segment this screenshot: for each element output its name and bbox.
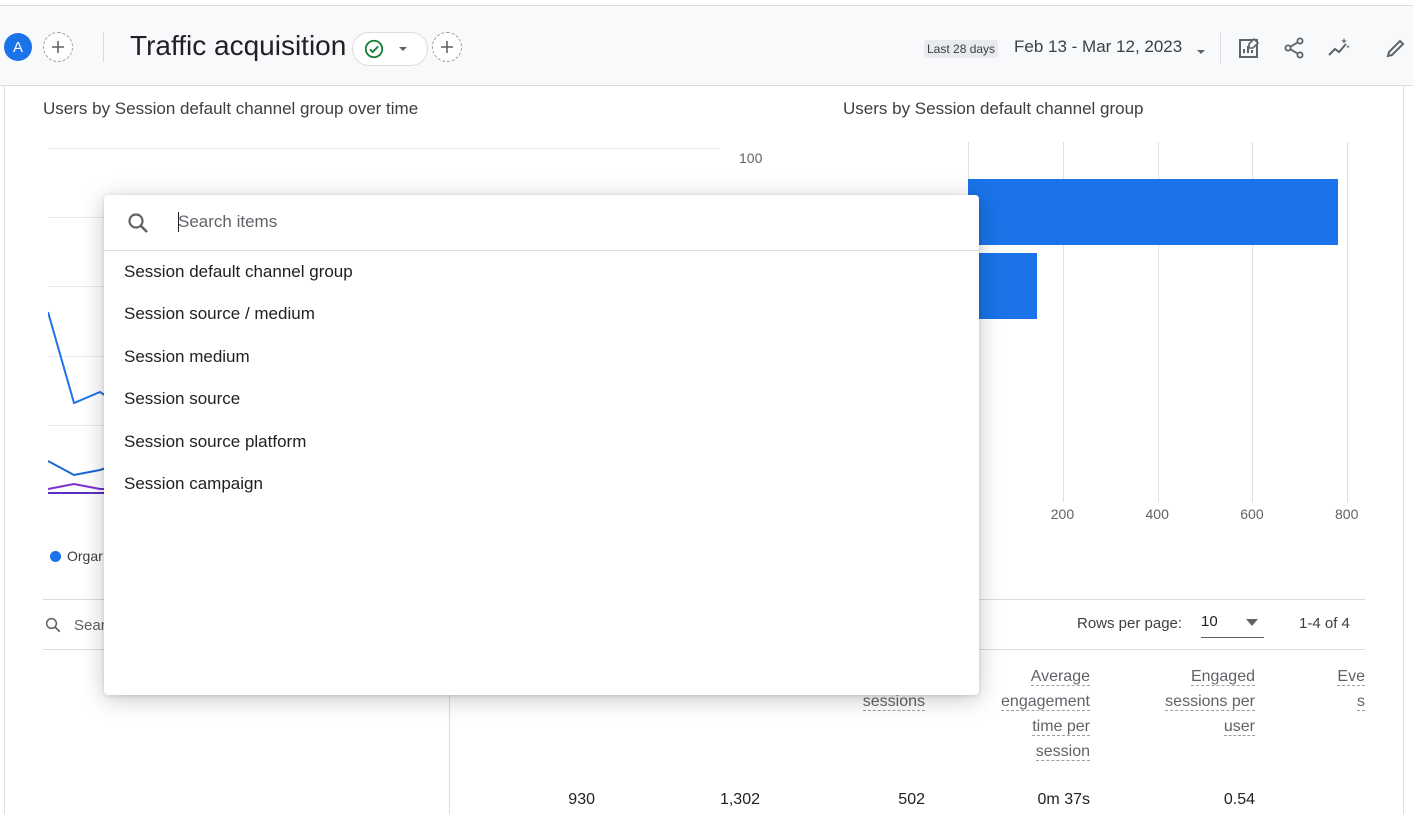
legend-label: Orgar: [67, 548, 103, 564]
add-comparison-button[interactable]: [43, 32, 73, 62]
header-divider: [103, 32, 104, 62]
dimension-picker-menu: Session default channel group Session so…: [104, 195, 979, 695]
total-users: 930: [568, 791, 595, 808]
total-avg-engagement-time: 0m 37s: [1037, 791, 1090, 808]
line-chart-title: Users by Session default channel group o…: [43, 99, 419, 118]
menu-item-session-source[interactable]: Session source: [124, 389, 241, 408]
menu-item-session-medium[interactable]: Session medium: [124, 347, 250, 366]
pencil-icon: [1386, 39, 1405, 58]
text-cursor: [178, 212, 179, 232]
toolbar-divider: [1220, 32, 1221, 64]
check-circle-icon: [364, 39, 384, 59]
plus-icon: [52, 41, 64, 53]
menu-item-session-source-platform[interactable]: Session source platform: [124, 432, 307, 451]
plus-icon: [441, 41, 453, 53]
bar-chart-gridline: [1062, 142, 1064, 502]
menu-item-session-source-medium[interactable]: Session source / medium: [124, 304, 315, 323]
table-column-divider: [449, 650, 450, 814]
search-icon: [45, 617, 61, 633]
table-search[interactable]: Sear: [44, 616, 106, 634]
rows-per-page-value: 10: [1201, 613, 1218, 630]
comparison-avatar[interactable]: A: [4, 33, 32, 61]
rows-per-page-label: Rows per page:: [1077, 615, 1183, 632]
dimension-search-input[interactable]: [178, 207, 938, 237]
bar-chart-x-tick: 200: [1050, 506, 1075, 522]
referral-series-line: [48, 482, 106, 490]
caret-down-icon[interactable]: [1195, 46, 1207, 58]
report-status-dropdown[interactable]: [352, 32, 428, 66]
share-button[interactable]: [1280, 34, 1308, 62]
table-search-placeholder: Sear: [74, 616, 106, 634]
add-filter-button[interactable]: [432, 32, 462, 62]
column-header-sessions[interactable]: sessions: [862, 693, 925, 711]
total-engaged-sessions: 502: [898, 791, 925, 808]
line-chart-gridline: [48, 148, 720, 149]
insights-sparkle-icon: [1328, 38, 1350, 56]
report-header: A Traffic acquisition Last 28 days Feb 1…: [0, 6, 1413, 86]
bar-chart-bar[interactable]: [968, 179, 1338, 245]
total-engaged-sessions-per-user: 0.54: [1223, 791, 1255, 808]
bar-chart-title: Users by Session default channel group: [843, 99, 1144, 118]
top-border: [0, 0, 1413, 6]
caret-down-icon: [399, 47, 407, 51]
bar-chart-gridline: [1157, 142, 1159, 502]
date-range-picker[interactable]: Feb 13 - Mar 12, 2023: [1014, 37, 1183, 56]
dimension-search-bar: [104, 195, 979, 251]
bar-chart-gridline: [1252, 142, 1254, 502]
share-icon: [1284, 37, 1304, 59]
bar-chart-bar[interactable]: [968, 253, 1037, 319]
bar-chart-gridline: [1347, 142, 1348, 502]
pagination-status: 1-4 of 4: [1299, 615, 1350, 632]
line-chart-y-label: 100: [739, 150, 763, 166]
edit-chart-icon: [1239, 37, 1260, 58]
line-chart-legend[interactable]: Orgar: [50, 548, 103, 564]
customize-report-button[interactable]: [1235, 34, 1263, 62]
rows-per-page-select[interactable]: 10: [1201, 610, 1264, 638]
line-chart-gridline: [48, 286, 108, 287]
column-header-events[interactable]: Eve s: [1337, 668, 1365, 711]
page-title: Traffic acquisition: [130, 30, 347, 61]
column-header-engaged-sessions-per-user[interactable]: Engaged sessions per user: [1165, 668, 1255, 736]
menu-item-session-campaign[interactable]: Session campaign: [124, 474, 263, 493]
legend-dot: [50, 550, 61, 562]
line-chart-series: [48, 311, 107, 494]
total-sessions: 1,302: [719, 791, 760, 808]
line-chart-gridline: [48, 425, 108, 426]
bar-chart-x-tick: 400: [1145, 506, 1169, 522]
menu-item-session-default-channel-group[interactable]: Session default channel group: [124, 262, 353, 281]
search-icon: [128, 213, 148, 233]
caret-down-icon: [1246, 619, 1258, 626]
line-chart-gridline: [48, 217, 108, 218]
bar-chart-x-tick: 800: [1335, 506, 1359, 522]
organic-series-line: [48, 311, 107, 405]
line-chart-gridline: [48, 356, 108, 357]
column-header-avg-engagement-time[interactable]: Average engagement time per session: [1001, 668, 1090, 761]
bar-chart-x-tick: 600: [1240, 506, 1264, 522]
direct-series-line: [48, 460, 107, 477]
date-preset-badge: Last 28 days: [924, 40, 999, 58]
insights-button[interactable]: [1325, 34, 1353, 62]
edit-report-button[interactable]: [1382, 34, 1410, 62]
